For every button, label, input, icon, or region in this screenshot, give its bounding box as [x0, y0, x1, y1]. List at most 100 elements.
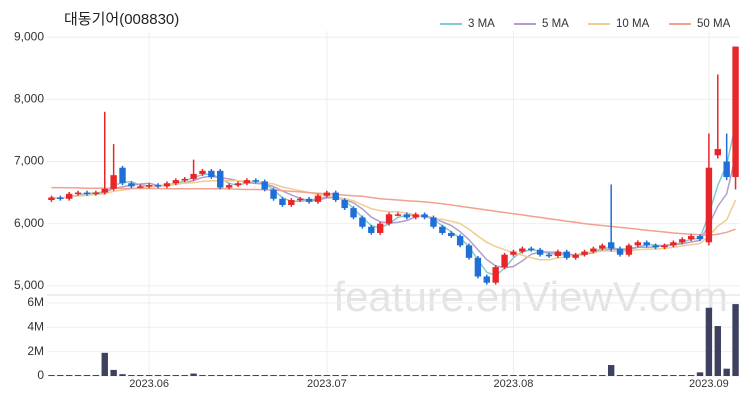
candle-body — [599, 245, 606, 249]
candle-body — [412, 214, 419, 218]
candle-body — [679, 239, 686, 243]
candle-body — [554, 251, 562, 256]
candle-body — [643, 242, 650, 246]
candle-body — [545, 254, 553, 257]
volume-bar — [714, 326, 721, 376]
volume-bar — [234, 375, 242, 376]
candle-body — [270, 189, 277, 199]
volume-bar — [421, 375, 428, 376]
candle-body — [261, 181, 268, 190]
candle-body — [323, 192, 331, 196]
volume-bar — [208, 375, 215, 376]
candle-body — [501, 254, 508, 268]
candle-body — [536, 249, 544, 255]
candle-body — [661, 245, 668, 248]
volume-bar — [243, 375, 251, 376]
x-tick-label: 2023.08 — [494, 378, 534, 390]
volume-bar — [128, 375, 135, 376]
candle-body — [368, 226, 375, 233]
candle-body — [57, 197, 64, 200]
candle-body — [448, 232, 455, 237]
legend-label: 50 MA — [697, 18, 731, 30]
volume-bar — [368, 375, 375, 376]
volume-bar — [394, 375, 402, 376]
volume-bar — [217, 375, 224, 376]
candle-body — [572, 254, 579, 258]
volume-bar — [297, 375, 304, 376]
candle-body — [190, 173, 197, 179]
volume-bar — [83, 375, 91, 376]
candle-body — [590, 248, 597, 252]
volume-bar — [305, 375, 313, 376]
volume-bar — [536, 375, 544, 376]
candle-body — [181, 178, 188, 181]
candle-body — [465, 245, 473, 258]
y-tick-label: 2M — [27, 344, 44, 358]
volume-bar — [687, 375, 695, 376]
volume-bar — [332, 375, 339, 376]
x-tick-label: 2023.07 — [307, 378, 347, 390]
y-tick-label: 7,000 — [14, 154, 44, 168]
volume-bar — [430, 375, 437, 376]
candle-body — [687, 236, 695, 240]
candle-body — [305, 198, 313, 202]
volume-bar — [528, 375, 535, 376]
volume-bar — [670, 375, 677, 376]
volume-bar — [456, 375, 464, 376]
x-tick-label: 2023.06 — [129, 378, 169, 390]
candle-body — [154, 185, 162, 187]
candle-body — [101, 188, 108, 193]
volume-bar — [172, 375, 180, 376]
volume-bar — [225, 375, 233, 376]
volume-bar — [661, 375, 668, 376]
legend-label: 10 MA — [616, 18, 650, 30]
volume-bar — [376, 375, 384, 376]
candle-body — [714, 149, 721, 156]
x-tick-label: 2023.09 — [689, 378, 729, 390]
candle-body — [208, 170, 215, 178]
volume-bar — [323, 375, 331, 376]
volume-bar — [581, 375, 588, 376]
volume-bar — [625, 375, 633, 376]
volume-bar — [643, 375, 650, 376]
volume-bar — [145, 375, 153, 376]
volume-bar — [110, 369, 117, 376]
volume-bar — [190, 373, 197, 376]
candle-body — [474, 257, 482, 277]
candle-body — [119, 167, 126, 184]
volume-bar — [572, 375, 579, 376]
volume-bar — [554, 375, 562, 376]
candle-body — [634, 242, 642, 246]
volume-bar — [448, 375, 455, 376]
candle-body — [66, 193, 73, 199]
volume-bar — [501, 375, 508, 376]
volume-bar — [607, 365, 615, 376]
candle-body — [199, 170, 206, 174]
candle-body — [225, 185, 233, 188]
candle-body — [350, 208, 357, 218]
candle-body — [163, 183, 171, 187]
volume-bar — [341, 375, 348, 376]
candle-body — [421, 214, 428, 218]
volume-bar — [119, 374, 126, 376]
ma-line — [51, 186, 736, 237]
candle-body — [394, 214, 402, 216]
volume-bar — [412, 375, 419, 376]
candle-body — [563, 251, 570, 258]
y-tick-label: 6M — [27, 295, 44, 309]
volume-bar — [439, 375, 446, 376]
volume-bar — [599, 375, 606, 376]
volume-bar — [270, 375, 277, 376]
volume-bar — [679, 375, 686, 376]
volume-bar — [492, 375, 499, 376]
y-tick-label: 9,000 — [14, 29, 44, 43]
candle-body — [332, 192, 339, 201]
candle-body — [607, 242, 615, 249]
legend-label: 5 MA — [542, 18, 569, 30]
volume-bar — [74, 375, 82, 376]
candle-body — [252, 180, 259, 182]
candle-body — [279, 198, 286, 205]
volume-bar — [403, 375, 411, 376]
candle-body — [74, 192, 82, 195]
